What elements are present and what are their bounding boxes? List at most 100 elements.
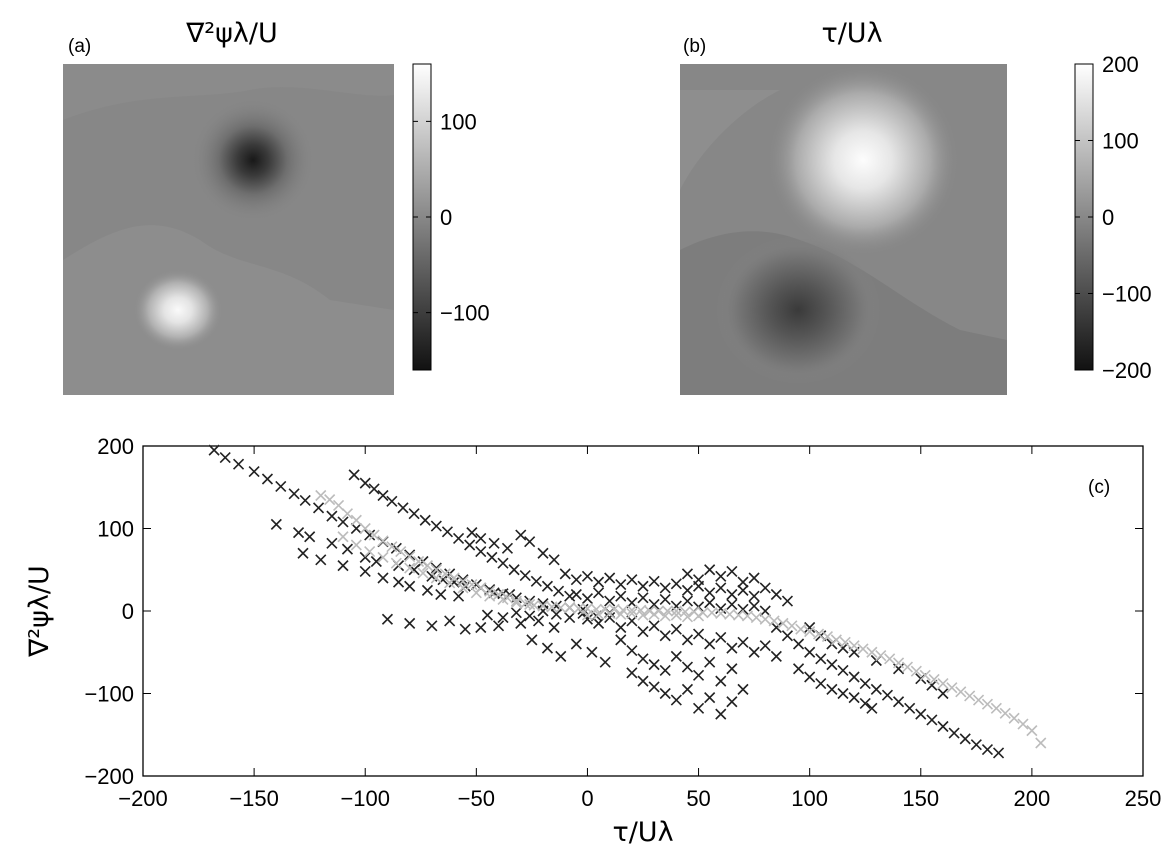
scatter-point-dark (959, 733, 971, 745)
scatter-point-light (981, 698, 994, 710)
scatter-point-dark (532, 615, 545, 627)
scatter-point-dark (659, 630, 671, 642)
scatter-point-dark (659, 582, 671, 594)
scatter-point-dark (615, 634, 627, 646)
scatter-point-dark (508, 564, 520, 576)
scatter-point-dark (815, 678, 827, 690)
scatter-point-dark (315, 554, 327, 566)
scatter-point-dark (208, 444, 220, 456)
scatter-point-dark (681, 595, 694, 607)
scatter-point-dark (515, 529, 527, 541)
scatter-point-dark (704, 597, 716, 609)
scatter-point-dark (510, 607, 522, 619)
scatter-point-dark (248, 466, 260, 478)
scatter-point-light (648, 608, 660, 620)
scatter-point-dark (581, 613, 594, 625)
scatter-point-dark (915, 708, 927, 720)
scatter-point-dark (448, 576, 460, 588)
scatter-point-dark (392, 576, 405, 588)
scatter-point-dark (419, 514, 431, 526)
scatter-point-dark (288, 488, 300, 500)
scatter-point-dark (637, 592, 649, 604)
scatter-point-dark (804, 621, 816, 634)
scatter-point-light (484, 585, 496, 597)
scatter-point-dark (659, 664, 671, 676)
panel-a-contour-band (63, 64, 394, 120)
scatter-point-light (884, 653, 896, 665)
scatter-point-dark (726, 663, 738, 675)
scatter-point-dark (404, 549, 416, 561)
scatter-point-dark (519, 569, 531, 582)
scatter-point-dark (541, 642, 554, 654)
scatter-point-dark (937, 720, 949, 733)
scatter-point-dark (715, 582, 727, 594)
scatter-point-light (681, 611, 694, 623)
scatter-point-dark (715, 570, 727, 582)
scatter-point-dark (715, 602, 727, 615)
scatter-point-dark (510, 592, 522, 604)
scatter-point-dark (704, 564, 716, 576)
scatter-point-dark (475, 546, 487, 558)
scatter-point-light (359, 522, 371, 535)
scatter-point-light (955, 686, 967, 698)
scatter-point-light (337, 531, 349, 543)
scatter-point-dark (459, 623, 471, 635)
scatter-point-dark (804, 671, 816, 683)
scatter-point-light (706, 607, 718, 619)
scatter-point-light (412, 555, 425, 568)
scatter-point-dark (704, 587, 716, 599)
scatter-point-light (615, 608, 627, 620)
scatter-point-dark (481, 609, 494, 621)
scatter-point-dark (904, 702, 916, 714)
panel-a-maximum (132, 268, 224, 352)
scatter-point-dark (715, 708, 727, 720)
scatter-point-dark (704, 638, 716, 650)
scatter-point-dark (637, 675, 649, 687)
panel-b-title: τ/Uλ (821, 18, 882, 49)
scatter-point-light (368, 529, 380, 541)
scatter-point-light (892, 657, 905, 669)
scatter-point-dark (737, 576, 749, 588)
scatter-point-dark (537, 605, 549, 617)
scatter-point-dark (866, 702, 878, 714)
x-tick-label: −150 (229, 786, 279, 811)
scatter-point-light (875, 649, 887, 662)
scatter-point-dark (437, 574, 449, 586)
scatter-point-light (395, 546, 407, 558)
scatter-point-light (637, 609, 649, 621)
scatter-point-light (910, 665, 922, 677)
panel-c-scatter-points (208, 444, 1047, 759)
scatter-point-light (804, 626, 816, 638)
scatter-point-dark (564, 612, 576, 624)
scatter-point-dark (826, 683, 838, 695)
scatter-point-dark (337, 560, 349, 572)
scatter-point-dark (759, 640, 771, 652)
scatter-point-dark (275, 480, 287, 492)
scatter-point-dark (715, 675, 727, 687)
scatter-point-dark (526, 634, 538, 646)
scatter-point-light (759, 613, 771, 625)
scatter-point-light (484, 590, 496, 602)
scatter-point-dark (586, 646, 598, 658)
panel-b-field (680, 64, 1007, 395)
scatter-point-light (604, 607, 616, 620)
scatter-point-dark (515, 617, 527, 629)
scatter-point-dark (497, 612, 509, 624)
scatter-point-light (444, 577, 456, 589)
colorbar-tick-label: −100 (440, 301, 490, 326)
scatter-point-dark (581, 570, 594, 582)
colorbar-tick-label: 200 (1102, 52, 1139, 77)
scatter-point-light (364, 546, 376, 558)
scatter-point-dark (670, 600, 682, 612)
scatter-point-dark (408, 508, 420, 520)
scatter-point-light (324, 494, 336, 506)
scatter-point-light (510, 597, 522, 609)
scatter-point-dark (219, 451, 231, 464)
scatter-point-dark (826, 659, 838, 671)
scatter-point-dark (430, 562, 442, 574)
scatter-point-dark (359, 565, 371, 577)
scatter-point-dark (748, 572, 760, 584)
scatter-point-dark (604, 572, 616, 584)
scatter-point-dark (692, 702, 705, 714)
x-tick-label: −50 (458, 786, 495, 811)
